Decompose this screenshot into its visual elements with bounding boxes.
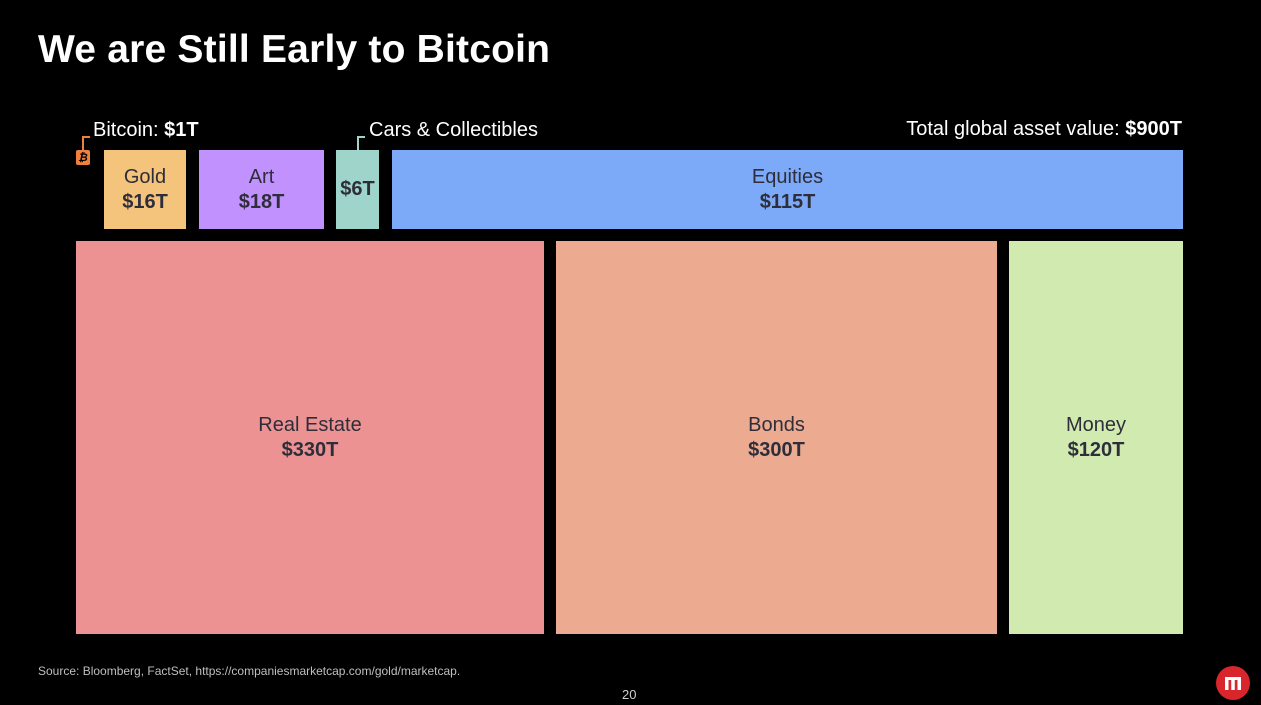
tile-real-estate-name: Real Estate <box>258 413 362 436</box>
tile-real-estate-value: $330T <box>281 438 339 461</box>
tile-money-value: $120T <box>1067 438 1125 461</box>
tile-equities-value: $115T <box>759 190 816 213</box>
bitcoin-callout-bracket <box>82 136 90 151</box>
tile-equities: Equities $115T <box>392 150 1183 229</box>
tile-real-estate: Real Estate $330T <box>76 241 544 634</box>
brand-logo-icon <box>1216 666 1250 700</box>
tile-gold-value: $16T <box>122 190 168 213</box>
tile-art-value: $18T <box>238 190 285 213</box>
bitcoin-callout-value: $1T <box>164 119 199 141</box>
total-asset-label: Total global asset value: <box>906 118 1126 140</box>
tile-gold-name: Gold <box>123 165 167 188</box>
tile-art: Art $18T <box>199 150 324 229</box>
tile-money: Money $120T <box>1009 241 1183 634</box>
tile-cars-value: $6T <box>340 178 375 200</box>
page-number: 20 <box>622 687 637 702</box>
tile-equities-name: Equities <box>751 165 824 188</box>
cars-callout: Cars & Collectibles <box>369 119 538 141</box>
tile-money-name: Money <box>1065 413 1127 436</box>
tile-bonds-name: Bonds <box>748 413 805 436</box>
bitcoin-callout-name: Bitcoin: <box>93 119 165 141</box>
tile-art-name: Art <box>248 165 275 188</box>
bitcoin-callout: Bitcoin: $1T <box>93 119 199 142</box>
cars-callout-bracket <box>357 136 365 150</box>
bitcoin-icon: ₿ <box>76 150 90 165</box>
total-asset-value: $900T <box>1125 118 1182 140</box>
tile-bonds-value: $300T <box>748 438 805 461</box>
source-note: Source: Bloomberg, FactSet, https://comp… <box>38 664 461 678</box>
page-title: We are Still Early to Bitcoin <box>38 28 551 71</box>
total-asset-callout: Total global asset value: $900T <box>906 118 1182 141</box>
tile-bonds: Bonds $300T <box>556 241 997 634</box>
tile-gold: Gold $16T <box>104 150 186 229</box>
tile-cars-collectibles: $6T <box>336 150 379 229</box>
